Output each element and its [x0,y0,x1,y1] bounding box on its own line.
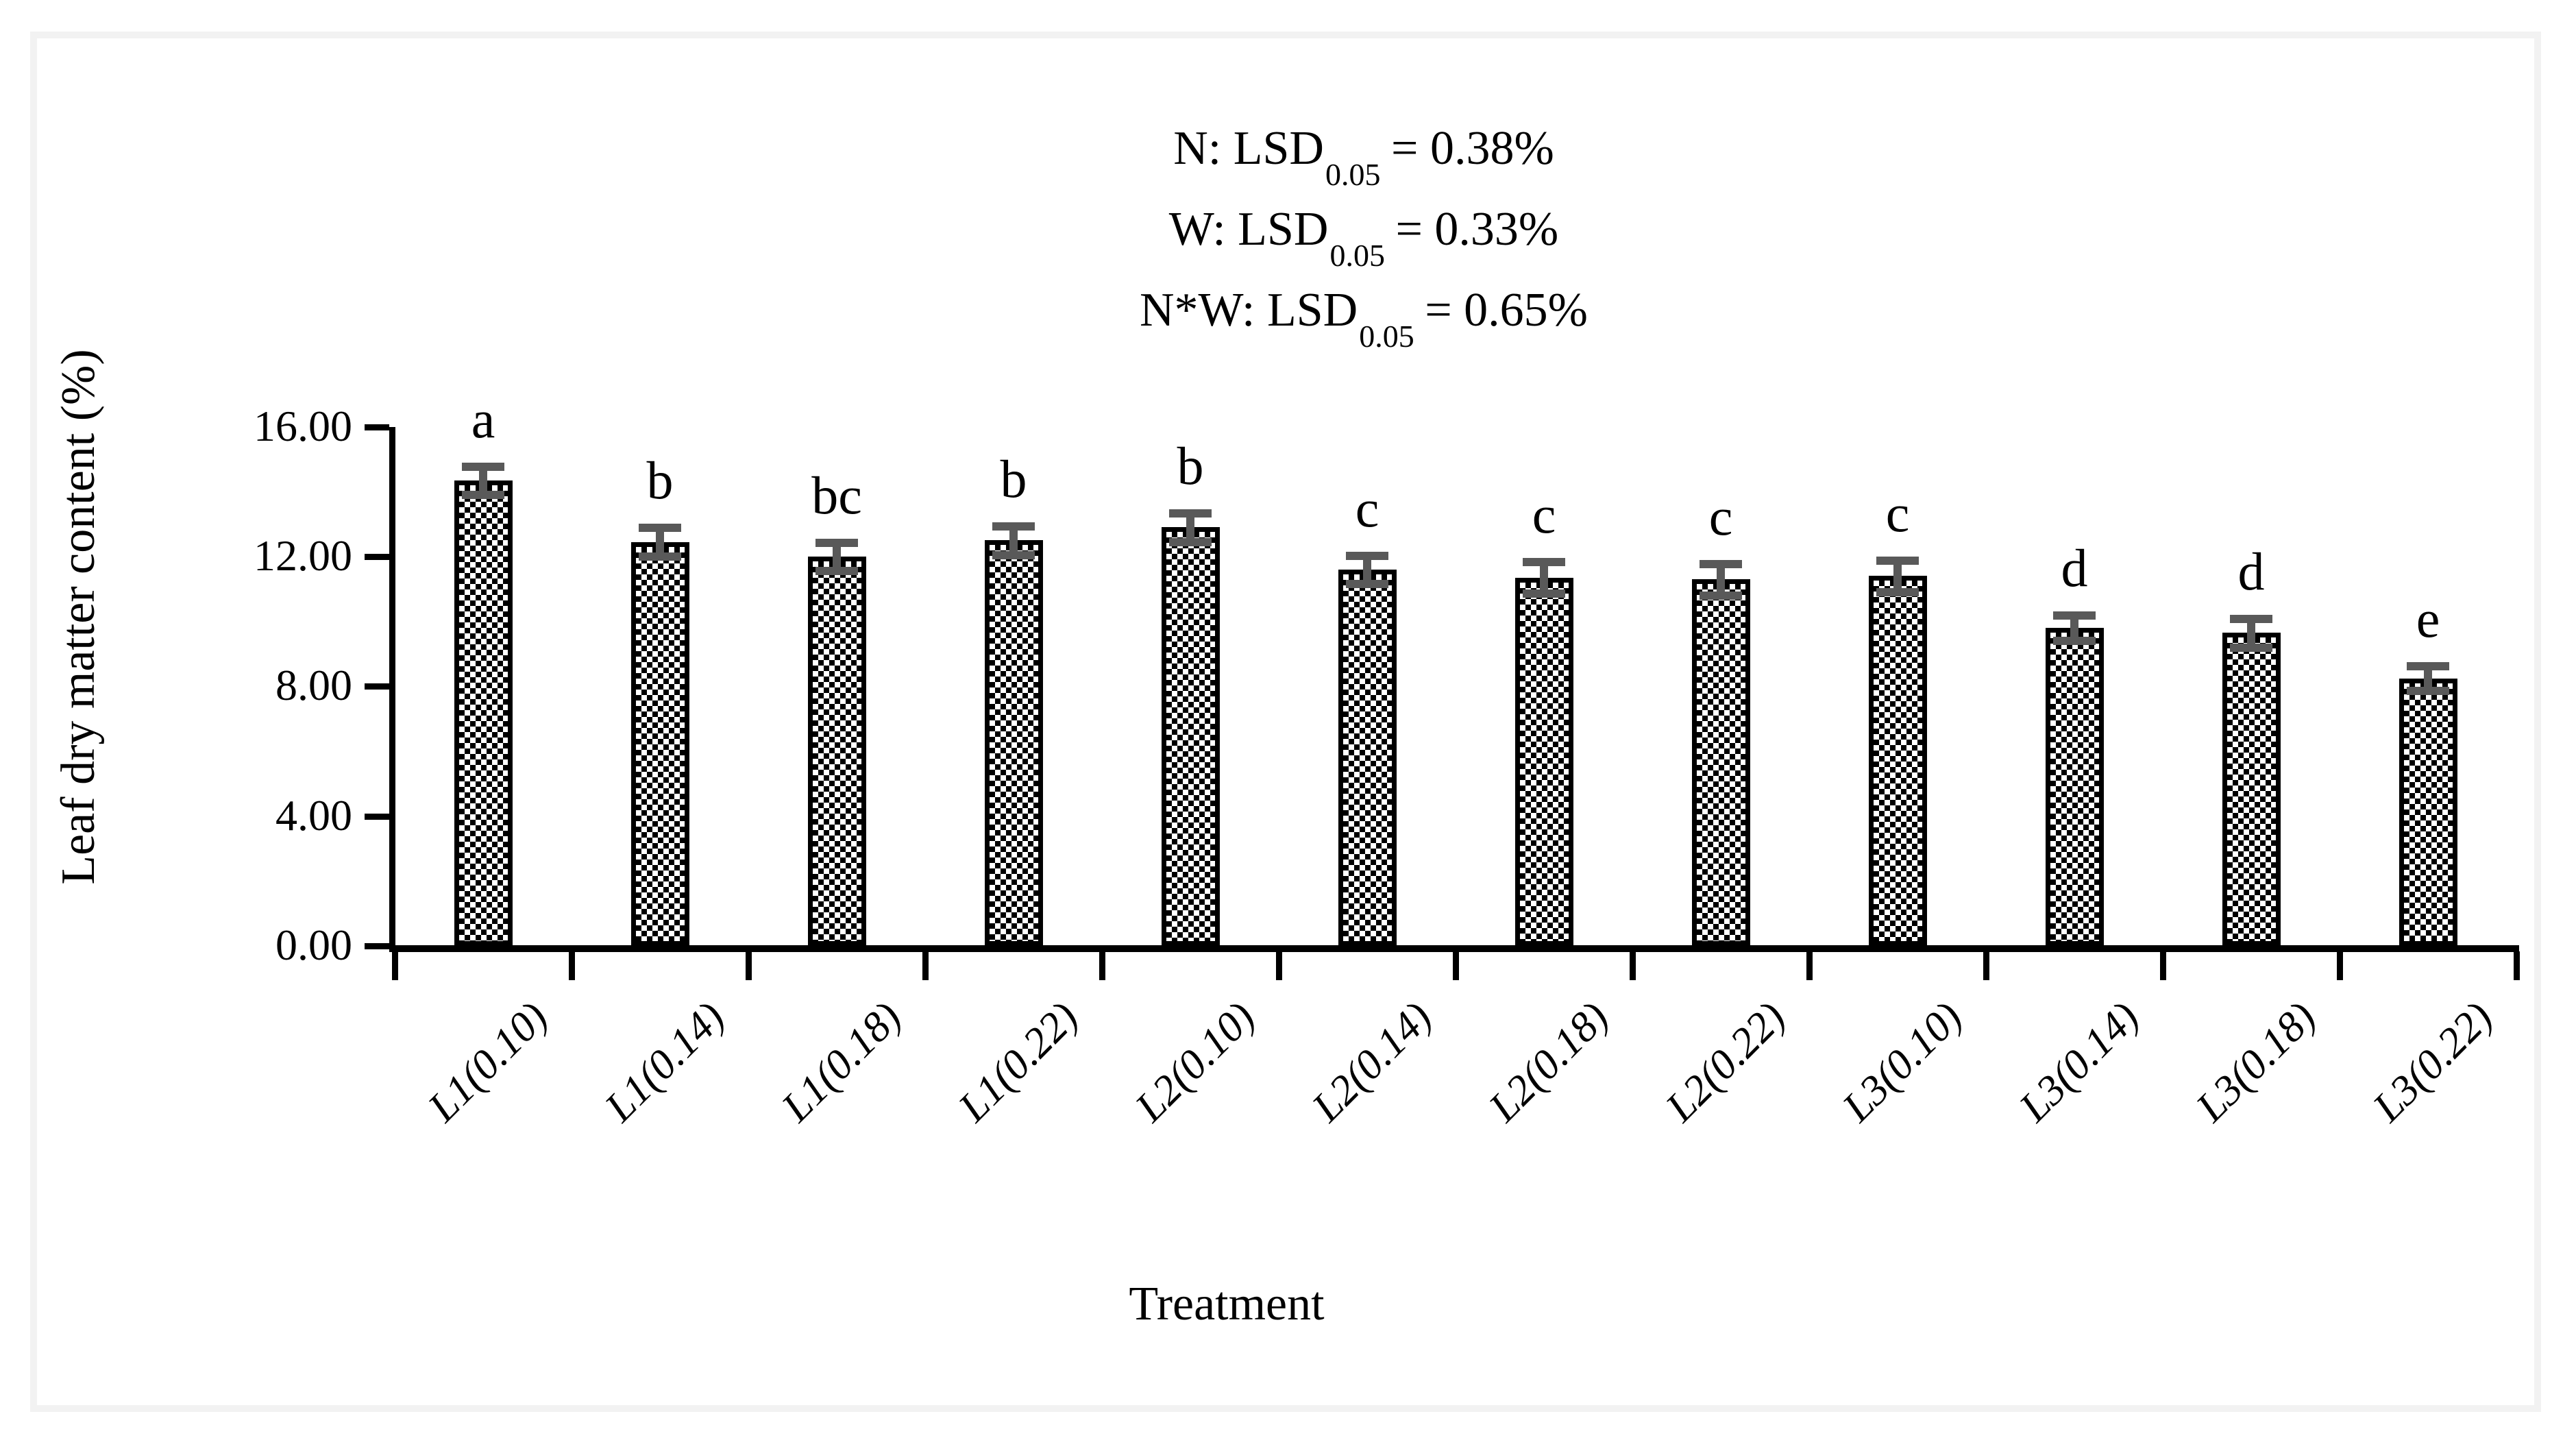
y-tick-label: 16.00 [254,401,352,450]
bar [2399,678,2457,946]
error-bar-cap-top [1876,556,1919,565]
error-bar-line [2247,618,2255,648]
sig-letter: c [1355,478,1379,538]
error-bar-cap-bottom [1700,591,1742,600]
error-bar-cap-bottom [639,552,681,561]
y-tick-label: 8.00 [275,661,352,710]
error-bar-cap-top [2053,611,2096,620]
sig-letter: b [646,450,674,511]
lsd-annotation-line: N: LSD0.05 = 0.38% [1173,122,1554,192]
x-tick [2160,951,2166,980]
y-tick [365,683,389,690]
error-bar-cap-top [1346,551,1388,560]
x-axis-title: Treatment [1129,1278,1325,1330]
error-bar-cap-top [1523,558,1565,567]
error-bar-cap-top [815,538,858,547]
error-bar-cap-bottom [1876,588,1919,597]
error-bar-line [2424,665,2432,692]
sig-letter: c [1885,483,1910,543]
x-tick [2514,951,2520,980]
error-bar-line [1186,513,1194,542]
sig-letter: b [1000,449,1027,509]
bar [1161,527,1220,946]
error-bar-cap-bottom [992,550,1035,559]
error-bar-cap-bottom [2230,643,2272,652]
y-tick-label: 4.00 [275,790,352,840]
x-tick [392,951,398,980]
x-tick [1806,951,1813,980]
y-tick-label: 12.00 [254,531,352,581]
error-bar-cap-bottom [2407,687,2449,696]
error-bar-cap-bottom [2053,637,2096,646]
error-bar-cap-top [2230,614,2272,623]
error-bar-cap-top [992,522,1035,531]
x-axis-line [389,945,2519,952]
bar [807,557,866,946]
lsd-subscript: 0.05 [1325,157,1381,192]
bar [1868,576,1927,946]
y-tick [365,554,389,561]
bar [1691,579,1750,946]
y-tick [365,813,389,820]
bar [2222,633,2281,946]
error-bar-line [1893,559,1902,593]
error-bar-line [2070,615,2078,642]
y-tick [365,943,389,949]
lsd-subscript: 0.05 [1329,238,1385,273]
lsd-annotation-line: W: LSD0.05 = 0.33% [1168,203,1559,273]
y-axis-title: Leaf dry matter content (%) [52,349,105,885]
bar [1338,569,1397,946]
lsd-annotation-line: N*W: LSD0.05 = 0.65% [1139,284,1588,354]
bar [2045,628,2104,946]
error-bar-cap-top [1169,509,1212,518]
sig-letter: d [2237,541,2265,601]
bar [630,541,689,946]
error-bar-cap-top [1700,559,1742,568]
sig-letter: c [1708,486,1733,546]
x-tick [922,951,929,980]
x-tick [746,951,752,980]
figure-frame-border [30,32,2541,1412]
x-tick [1099,951,1105,980]
y-axis-line [389,426,395,952]
sig-letter: d [2061,538,2088,598]
y-tick-label: 0.00 [275,921,352,969]
bar [984,540,1043,946]
error-bar-cap-bottom [1523,589,1565,598]
error-bar-line [1009,526,1018,555]
error-bar-cap-top [2407,661,2449,670]
error-bar-cap-bottom [815,567,858,576]
lsd-subscript: 0.05 [1359,319,1414,354]
x-tick [1453,951,1459,980]
error-bar-cap-bottom [1169,537,1212,546]
error-bar-line [1717,563,1725,596]
x-tick [1983,951,1989,980]
x-tick [1276,951,1282,980]
error-bar-line [1540,561,1548,594]
y-tick [365,424,389,430]
x-tick [1630,951,1636,980]
x-tick [2337,951,2343,980]
error-bar-line [833,541,841,572]
bar [454,480,513,946]
error-bar-cap-top [639,524,681,533]
sig-letter: c [1532,485,1556,545]
sig-letter: b [1177,436,1204,496]
sig-letter: bc [811,465,862,525]
error-bar-line [656,527,664,557]
lsd-annotations: N: LSD0.05 = 0.38% W: LSD0.05 = 0.33% N*W:… [713,108,2015,354]
error-bar-cap-bottom [1346,580,1388,589]
sig-letter: a [471,389,495,449]
error-bar-line [1363,555,1371,585]
x-tick [569,951,575,980]
error-bar-cap-bottom [462,491,504,500]
error-bar-line [479,465,487,496]
sig-letter: e [2416,588,2440,648]
bar [1514,577,1573,946]
error-bar-cap-top [462,462,504,471]
